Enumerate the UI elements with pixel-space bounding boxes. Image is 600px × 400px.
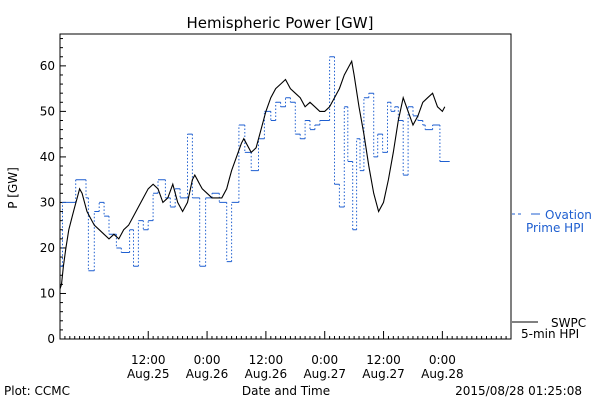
- y-tick-label: 30: [40, 195, 55, 209]
- series-ovation-steps: [60, 56, 450, 272]
- y-tick-label: 0: [47, 332, 55, 346]
- y-tick-label: 60: [40, 59, 55, 73]
- x-tick-date-label: Aug.27: [303, 367, 346, 381]
- legend-swpc-label-line1: SWPC: [551, 316, 586, 330]
- x-axis-label: Date and Time: [242, 384, 330, 398]
- x-tick-date-label: Aug.26: [245, 367, 288, 381]
- footer-timestamp: 2015/08/28 01:25:08: [455, 384, 582, 398]
- y-tick-label: 10: [40, 286, 55, 300]
- x-tick-time-label: 0:00: [194, 353, 221, 367]
- y-tick-label: 20: [40, 241, 55, 255]
- y-tick-label: 40: [40, 150, 55, 164]
- legend-ovation-label-line1: Ovation: [545, 208, 592, 222]
- series-ovation-transitions: [62, 56, 441, 271]
- series-layer: [59, 56, 450, 290]
- x-tick-date-label: Aug.28: [421, 367, 464, 381]
- x-tick-date-label: Aug.26: [186, 367, 229, 381]
- y-tick-label: 50: [40, 104, 55, 118]
- legend: Ovation Prime HPI SWPC 5-min HPI: [512, 208, 592, 341]
- footer-credit: Plot: CCMC: [4, 384, 70, 398]
- x-tick-time-label: 0:00: [429, 353, 456, 367]
- y-axis-label: P [GW]: [6, 167, 20, 209]
- legend-swpc-label-line2: 5-min HPI: [521, 327, 579, 341]
- chart-title: Hemispheric Power [GW]: [187, 14, 374, 32]
- x-tick-time-label: 12:00: [131, 353, 166, 367]
- legend-ovation-label-line2: Prime HPI: [526, 221, 584, 235]
- x-tick-time-label: 12:00: [249, 353, 284, 367]
- series-swpc-line: [59, 59, 446, 290]
- x-tick-date-label: Aug.27: [362, 367, 405, 381]
- x-axis: 12:00Aug.250:00Aug.2612:00Aug.260:00Aug.…: [64, 331, 507, 381]
- x-tick-time-label: 0:00: [311, 353, 338, 367]
- x-tick-date-label: Aug.25: [127, 367, 170, 381]
- x-tick-time-label: 12:00: [366, 353, 401, 367]
- y-axis: 0 10 20 30 40 50 60: [40, 38, 66, 346]
